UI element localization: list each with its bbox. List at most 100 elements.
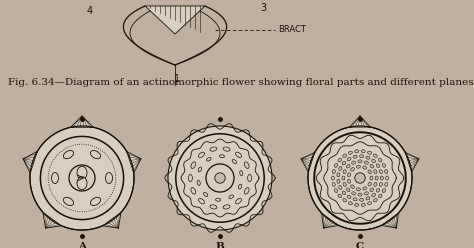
Ellipse shape [236, 198, 241, 204]
Polygon shape [43, 212, 61, 228]
Ellipse shape [210, 147, 217, 151]
Text: 4: 4 [87, 6, 93, 16]
Ellipse shape [385, 176, 389, 180]
Ellipse shape [236, 152, 241, 157]
Ellipse shape [191, 187, 196, 194]
Polygon shape [405, 153, 419, 172]
Ellipse shape [346, 164, 350, 168]
Ellipse shape [343, 183, 346, 186]
Ellipse shape [360, 198, 364, 201]
Ellipse shape [383, 189, 385, 192]
Ellipse shape [337, 179, 340, 183]
Ellipse shape [347, 179, 351, 183]
Ellipse shape [199, 198, 204, 204]
Text: BRACT: BRACT [278, 26, 306, 34]
Ellipse shape [353, 198, 357, 201]
Ellipse shape [191, 162, 196, 168]
Ellipse shape [77, 166, 87, 179]
Ellipse shape [376, 188, 380, 192]
Ellipse shape [348, 202, 352, 205]
Ellipse shape [355, 203, 359, 206]
Ellipse shape [77, 177, 87, 190]
Ellipse shape [91, 151, 100, 159]
Ellipse shape [363, 166, 367, 169]
Ellipse shape [223, 147, 230, 151]
Ellipse shape [245, 187, 249, 194]
Ellipse shape [207, 157, 211, 161]
Circle shape [48, 144, 116, 212]
Ellipse shape [216, 198, 220, 201]
Ellipse shape [361, 150, 365, 153]
Ellipse shape [347, 195, 351, 199]
Ellipse shape [247, 175, 252, 182]
Ellipse shape [52, 173, 58, 184]
Ellipse shape [198, 167, 201, 172]
Text: Fig. 6.34—Diagram of an actinomorphic flower showing floral parts and different : Fig. 6.34—Diagram of an actinomorphic fl… [8, 78, 474, 87]
Ellipse shape [372, 159, 375, 163]
Ellipse shape [352, 161, 356, 164]
Text: A: A [78, 242, 86, 248]
Ellipse shape [376, 164, 380, 168]
Circle shape [168, 126, 272, 230]
Ellipse shape [188, 175, 192, 182]
Ellipse shape [356, 188, 360, 191]
Ellipse shape [374, 170, 377, 174]
Polygon shape [23, 152, 37, 173]
Text: C: C [356, 242, 364, 248]
Ellipse shape [351, 168, 354, 171]
Ellipse shape [91, 197, 100, 206]
Ellipse shape [332, 170, 335, 174]
Ellipse shape [365, 192, 368, 195]
Ellipse shape [348, 151, 352, 154]
Polygon shape [71, 116, 93, 127]
Ellipse shape [360, 155, 364, 158]
Ellipse shape [379, 194, 382, 198]
Ellipse shape [365, 161, 368, 164]
Ellipse shape [223, 205, 230, 209]
Ellipse shape [332, 183, 335, 186]
Ellipse shape [361, 203, 365, 206]
Ellipse shape [346, 188, 350, 191]
Ellipse shape [368, 182, 371, 186]
Circle shape [308, 126, 412, 230]
Ellipse shape [335, 189, 337, 192]
Ellipse shape [199, 152, 204, 157]
Ellipse shape [368, 202, 372, 205]
Ellipse shape [240, 171, 243, 176]
Ellipse shape [379, 170, 383, 174]
Ellipse shape [335, 163, 337, 167]
Polygon shape [350, 116, 370, 127]
Ellipse shape [385, 183, 388, 186]
Ellipse shape [229, 195, 234, 199]
Ellipse shape [352, 192, 356, 195]
Ellipse shape [380, 176, 383, 180]
Circle shape [206, 164, 234, 192]
Ellipse shape [106, 173, 112, 184]
Ellipse shape [358, 160, 362, 163]
Ellipse shape [210, 205, 217, 209]
Ellipse shape [219, 155, 225, 158]
Ellipse shape [366, 197, 370, 200]
Ellipse shape [355, 150, 359, 153]
Ellipse shape [339, 167, 342, 170]
Ellipse shape [337, 173, 340, 177]
Ellipse shape [343, 154, 346, 157]
Ellipse shape [342, 176, 345, 180]
Ellipse shape [331, 176, 335, 180]
Ellipse shape [374, 199, 377, 202]
Ellipse shape [370, 164, 374, 168]
Ellipse shape [342, 191, 346, 195]
Ellipse shape [368, 170, 371, 174]
Ellipse shape [232, 159, 237, 163]
Text: B: B [216, 242, 224, 248]
Text: 3: 3 [260, 3, 266, 13]
Ellipse shape [374, 154, 377, 157]
Ellipse shape [203, 192, 208, 196]
Circle shape [40, 136, 124, 219]
Ellipse shape [368, 151, 372, 154]
Polygon shape [103, 212, 121, 228]
Ellipse shape [342, 161, 346, 165]
Ellipse shape [197, 180, 201, 185]
Ellipse shape [356, 165, 360, 168]
Polygon shape [145, 6, 205, 34]
